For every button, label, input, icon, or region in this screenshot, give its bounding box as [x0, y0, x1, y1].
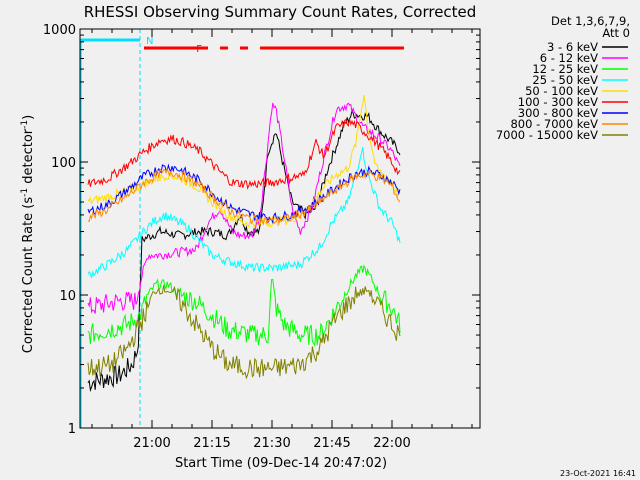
series-line-4	[87, 95, 401, 229]
legend-entry-label: 6 - 12 keV	[540, 51, 598, 65]
series-line-8	[87, 285, 401, 380]
y-axis-label: Corrected Count Rate (s-1 detector-1)	[20, 115, 36, 353]
x-tick-label: 21:45	[313, 436, 350, 451]
x-tick-label: 21:30	[253, 436, 290, 451]
series-line-7	[87, 167, 401, 226]
y-tick-label: 10	[59, 289, 76, 304]
y-tick-label: 1	[68, 422, 76, 437]
series-line-3	[87, 146, 401, 279]
legend-entry-label: 300 - 800 keV	[518, 106, 598, 120]
legend-entry-label: 25 - 50 keV	[532, 73, 598, 87]
x-tick-label: 21:00	[133, 436, 170, 451]
series-line-6	[87, 163, 401, 224]
legend-entry-label: 3 - 6 keV	[547, 40, 598, 54]
legend-header: Det 1,3,6,7,9,	[551, 14, 630, 28]
x-tick-label: 22:00	[373, 436, 410, 451]
generation-date: 23-Oct-2021 16:41	[560, 469, 636, 478]
legend-header: Att 0	[602, 26, 630, 40]
series-line-2	[87, 264, 401, 348]
series-group: NF	[80, 29, 404, 428]
y-tick-label: 1000	[43, 23, 76, 38]
flag-label-f: F	[196, 44, 202, 55]
legend-entry-label: 50 - 100 keV	[525, 84, 598, 98]
flag-label-n: N	[146, 36, 153, 47]
plot-area	[80, 29, 480, 428]
legend-entry-label: 100 - 300 keV	[518, 95, 598, 109]
x-tick-label: 21:15	[193, 436, 230, 451]
legend-entry-label: 7000 - 15000 keV	[496, 128, 598, 142]
series-line-5	[87, 118, 401, 190]
axes: 1 10 100 1000 21:00 21:15 21:30 21:45 22:00	[43, 23, 481, 451]
plot-background	[80, 29, 480, 428]
legend-entry-label: 12 - 25 keV	[532, 62, 598, 76]
y-tick-label: 100	[51, 156, 76, 171]
series-line-1	[87, 102, 401, 314]
x-axis-label: Start Time (09-Dec-14 20:47:02)	[175, 456, 387, 471]
plot-frame	[79, 28, 481, 429]
chart-title: RHESSI Observing Summary Count Rates, Co…	[84, 3, 477, 21]
legend-entry-label: 800 - 7000 keV	[510, 117, 598, 131]
